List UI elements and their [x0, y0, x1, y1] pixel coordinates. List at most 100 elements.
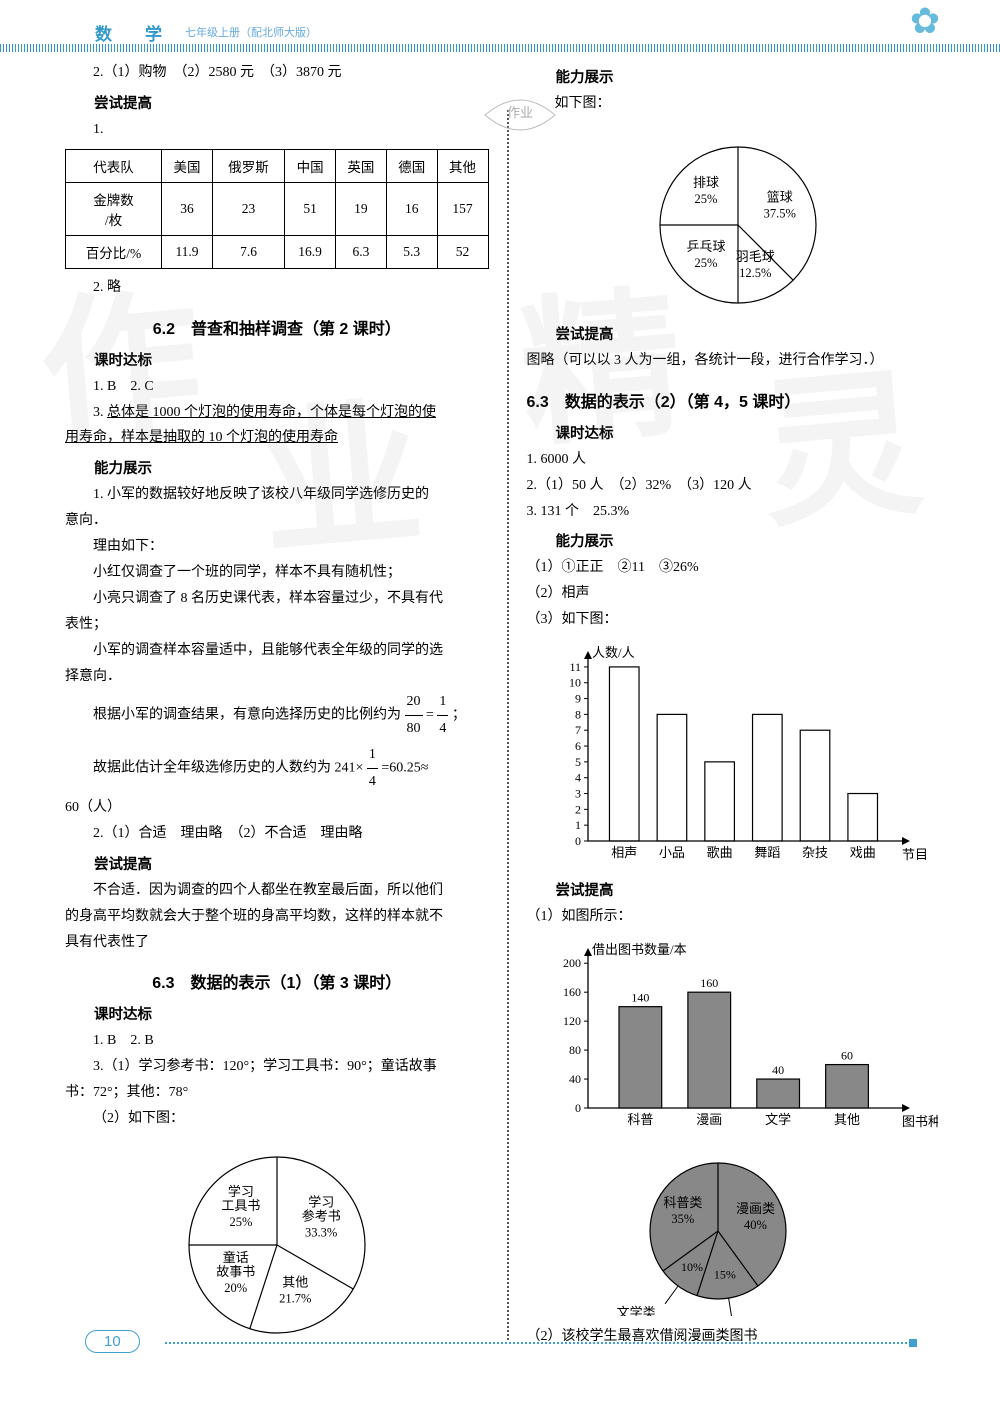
text: （1）①正正 ②11 ③26%: [527, 555, 951, 581]
svg-text:20%: 20%: [224, 1281, 247, 1295]
svg-text:排球: 排球: [693, 175, 719, 190]
svg-text:200: 200: [563, 956, 581, 970]
text: （2）相声: [527, 581, 951, 607]
text: 3. 131 个 25.3%: [527, 499, 951, 525]
svg-text:文学类: 文学类: [617, 1305, 656, 1316]
section-heading: 6.2 普查和抽样调查（第 2 课时）: [65, 315, 489, 339]
svg-text:25%: 25%: [695, 256, 718, 270]
text: （1）如图所示：: [527, 904, 951, 930]
svg-text:35%: 35%: [672, 1212, 695, 1226]
svg-text:160: 160: [700, 976, 718, 990]
bar-chart-programs: 01234567891011人数/人节目相声小品歌曲舞蹈杂技戏曲: [527, 641, 951, 871]
bar-chart-books: 04080120160200借出图书数量/本图书种类科普140漫画160文学40…: [527, 938, 951, 1138]
svg-text:羽毛球: 羽毛球: [736, 249, 775, 264]
page-number: 10: [85, 1330, 140, 1353]
text: 理由如下：: [65, 534, 489, 560]
svg-text:工具书: 工具书: [221, 1198, 260, 1213]
text: 1. B 2. B: [65, 1028, 489, 1054]
svg-text:60: 60: [841, 1049, 853, 1063]
heading-capability: 能力展示: [527, 530, 951, 551]
table-row: 代表队 美国 俄罗斯 中国 英国 德国 其他: [66, 149, 489, 182]
svg-text:33.3%: 33.3%: [305, 1226, 337, 1240]
text: 的身高平均数就会大于整个班的身高平均数，这样的样本就不: [65, 904, 489, 930]
text: 1. 6000 人: [527, 447, 951, 473]
text: 2. 略: [65, 275, 489, 301]
left-column: 2.（1）购物 （2）2580 元 （3）3870 元 尝试提高 1. 代表队 …: [65, 60, 507, 1358]
text: （2）如下图：: [65, 1106, 489, 1132]
text: 故据此估计全年级选修历史的人数约为 241× 1 4 =60.25≈: [65, 742, 489, 795]
heading-standard: 课时达标: [65, 1003, 489, 1024]
svg-text:160: 160: [563, 985, 581, 999]
text: 不合适．因为调查的四个人都坐在教室最后面，所以他们: [65, 878, 489, 904]
page-footer: 10: [85, 1330, 915, 1358]
text: 具有代表性了: [65, 930, 489, 956]
text: 2.（1）合适 理由略 （2）不合适 理由略: [65, 821, 489, 847]
svg-text:10%: 10%: [681, 1260, 703, 1274]
svg-text:37.5%: 37.5%: [764, 207, 796, 221]
svg-text:节目: 节目: [902, 847, 928, 862]
heading-try: 尝试提高: [527, 879, 951, 900]
svg-text:9: 9: [575, 692, 581, 706]
svg-text:21.7%: 21.7%: [279, 1292, 311, 1306]
svg-text:15%: 15%: [714, 1268, 736, 1282]
svg-text:2: 2: [575, 802, 581, 816]
svg-text:乒乓球: 乒乓球: [687, 239, 726, 254]
text: 2.（1）50 人 （2）32% （3）120 人: [527, 473, 951, 499]
svg-text:漫画: 漫画: [696, 1112, 722, 1127]
svg-text:小品: 小品: [659, 845, 685, 860]
svg-text:1: 1: [575, 818, 581, 832]
svg-text:40%: 40%: [744, 1218, 767, 1232]
table-row: 百分比/% 11.9 7.6 16.9 6.3 5.3 52: [66, 235, 489, 268]
svg-text:0: 0: [575, 1101, 581, 1115]
table-row: 金牌数 /枚 36 23 51 19 16 157: [66, 182, 489, 235]
svg-text:图书种类: 图书种类: [902, 1114, 938, 1129]
svg-text:文学: 文学: [765, 1112, 791, 1127]
pie-chart-book-types: 漫画类40%其他类15%文学类10%科普类35%: [527, 1146, 951, 1316]
svg-text:篮球: 篮球: [767, 190, 793, 205]
pie-chart-books-study: 学习参考书33.3%其他21.7%童话故事书20%学习工具书25%: [65, 1140, 489, 1350]
grade-label: 七年级上册（配北师大版）: [185, 24, 317, 40]
svg-text:11: 11: [570, 660, 582, 674]
svg-text:相声: 相声: [611, 845, 637, 860]
text: 用寿命，样本是抽取的 10 个灯泡的使用寿命: [65, 425, 489, 451]
text: 小军的调查样本容量适中，且能够代表全年级的同学的选: [65, 638, 489, 664]
stamp-watermark: 作业: [480, 90, 560, 140]
svg-text:7: 7: [575, 723, 581, 737]
text: 书：72°；其他：78°: [65, 1080, 489, 1106]
heading-capability: 能力展示: [527, 66, 951, 87]
logo-icon: ✿: [910, 0, 940, 42]
svg-text:10: 10: [569, 676, 581, 690]
heading-standard: 课时达标: [527, 422, 951, 443]
medals-table: 代表队 美国 俄罗斯 中国 英国 德国 其他 金牌数 /枚 36 23 51 1…: [65, 149, 489, 269]
text: 表性；: [65, 612, 489, 638]
text: 图略（可以以 3 人为一组，各统计一段，进行合作学习．）: [527, 348, 951, 374]
text: 择意向．: [65, 664, 489, 690]
svg-text:12.5%: 12.5%: [739, 266, 771, 280]
svg-text:科普类: 科普类: [664, 1195, 703, 1210]
svg-text:借出图书数量/本: 借出图书数量/本: [592, 942, 687, 957]
svg-text:0: 0: [575, 834, 581, 848]
svg-text:40: 40: [772, 1063, 784, 1077]
heading-try: 尝试提高: [527, 323, 951, 344]
subject-title: 数 学: [95, 20, 170, 45]
svg-text:80: 80: [569, 1043, 581, 1057]
svg-text:其他: 其他: [282, 1275, 308, 1290]
footer-dotline: [165, 1342, 915, 1344]
heading-try: 尝试提高: [65, 853, 489, 874]
svg-text:8: 8: [575, 708, 581, 722]
text: （3）如下图：: [527, 607, 951, 633]
heading-standard: 课时达标: [65, 349, 489, 370]
svg-text:科普: 科普: [628, 1112, 654, 1127]
text: 如下图：: [527, 91, 951, 117]
svg-text:5: 5: [575, 755, 581, 769]
text: 60（人）: [65, 795, 489, 821]
svg-text:3: 3: [575, 787, 581, 801]
heading-try: 尝试提高: [65, 92, 489, 113]
svg-text:40: 40: [569, 1072, 581, 1086]
svg-text:学习: 学习: [228, 1184, 254, 1199]
svg-text:140: 140: [632, 991, 650, 1005]
header-ruler: [0, 44, 1000, 52]
section-heading: 6.3 数据的表示（2）（第 4，5 课时）: [527, 388, 951, 412]
text: 小红仅调查了一个班的同学，样本不具有随机性；: [65, 560, 489, 586]
svg-text:戏曲: 戏曲: [850, 845, 876, 860]
